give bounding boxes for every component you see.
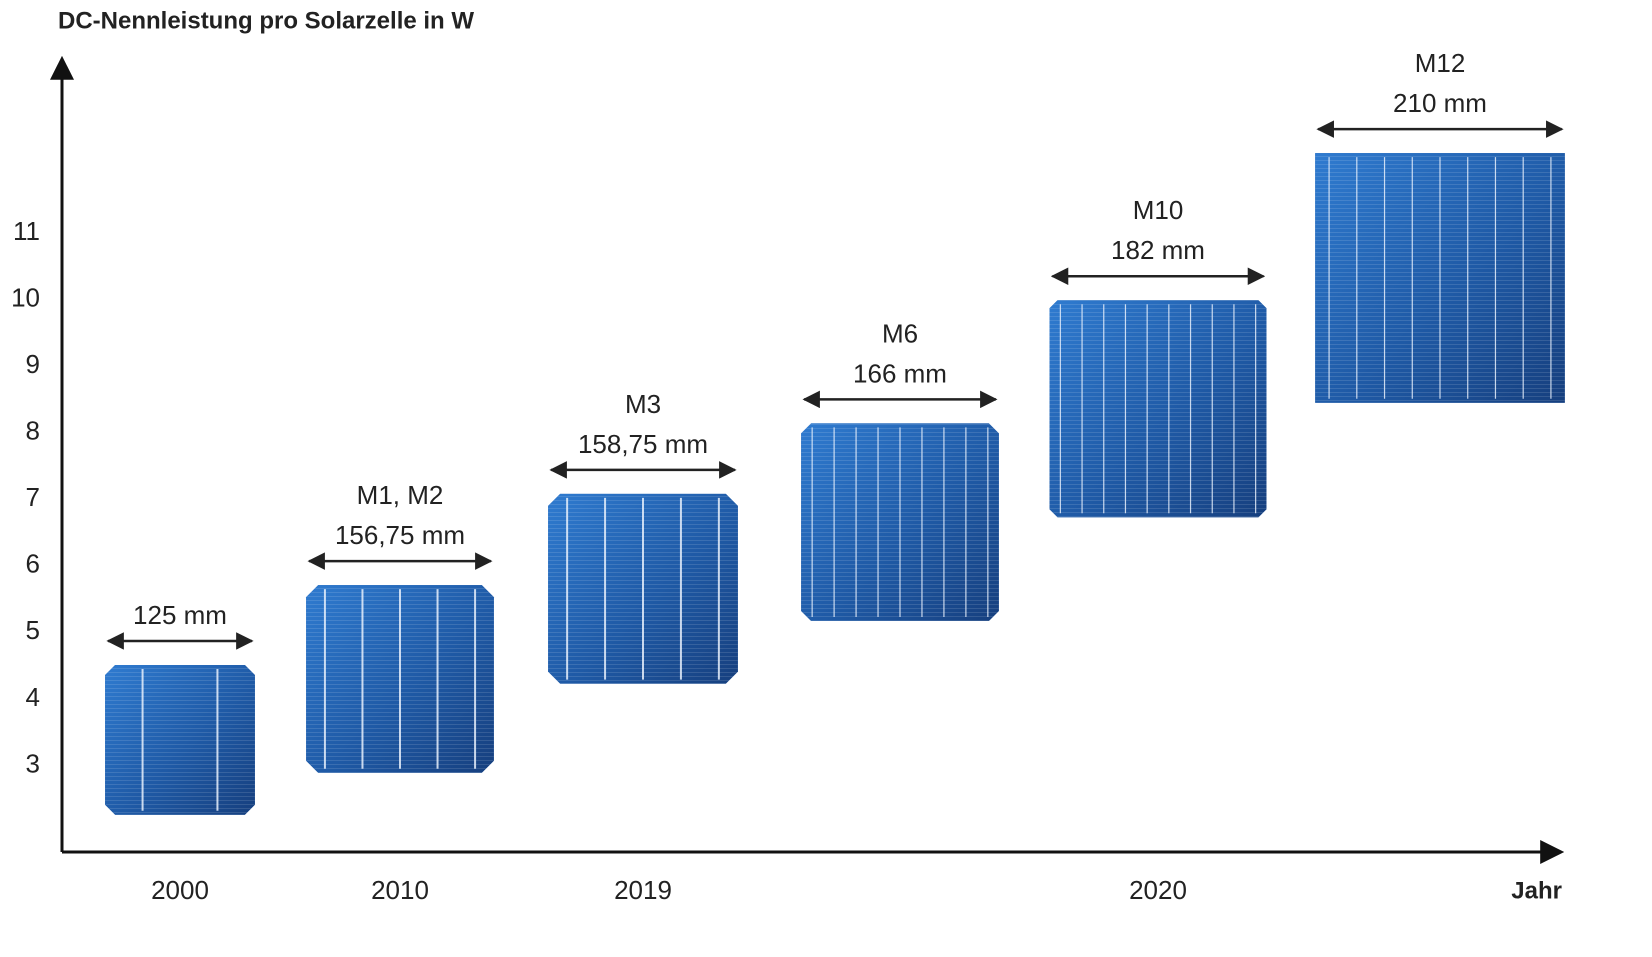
cell-label: 210 mm <box>1393 88 1487 118</box>
cell-label: M6 <box>882 318 918 348</box>
cell-label: 166 mm <box>853 358 947 388</box>
y-tick-label: 4 <box>26 682 40 712</box>
cell-label: M1, M2 <box>357 480 444 510</box>
y-tick-label: 6 <box>26 549 40 579</box>
cell-label: 182 mm <box>1111 235 1205 265</box>
cell-label: M10 <box>1133 195 1184 225</box>
x-tick-label: 2010 <box>371 875 429 905</box>
x-tick-label: 2019 <box>614 875 672 905</box>
y-tick-label: 10 <box>11 282 40 312</box>
cell-label: 125 mm <box>133 600 227 630</box>
y-tick-label: 11 <box>13 216 40 246</box>
cell-label: M3 <box>625 389 661 419</box>
cell-label: M12 <box>1415 48 1466 78</box>
cell-texture <box>105 664 255 815</box>
x-tick-label: 2020 <box>1129 875 1187 905</box>
y-axis-title: DC-Nennleistung pro Solarzelle in W <box>58 7 474 34</box>
cell-label: 156,75 mm <box>335 520 465 550</box>
x-axis-title: Jahr <box>1511 877 1562 904</box>
y-tick-label: 8 <box>26 416 40 446</box>
y-tick-label: 5 <box>26 615 40 645</box>
y-tick-label: 7 <box>26 482 40 512</box>
y-tick-label: 3 <box>26 748 40 778</box>
x-tick-label: 2000 <box>151 875 209 905</box>
cell-label: 158,75 mm <box>578 429 708 459</box>
y-tick-label: 9 <box>26 349 40 379</box>
